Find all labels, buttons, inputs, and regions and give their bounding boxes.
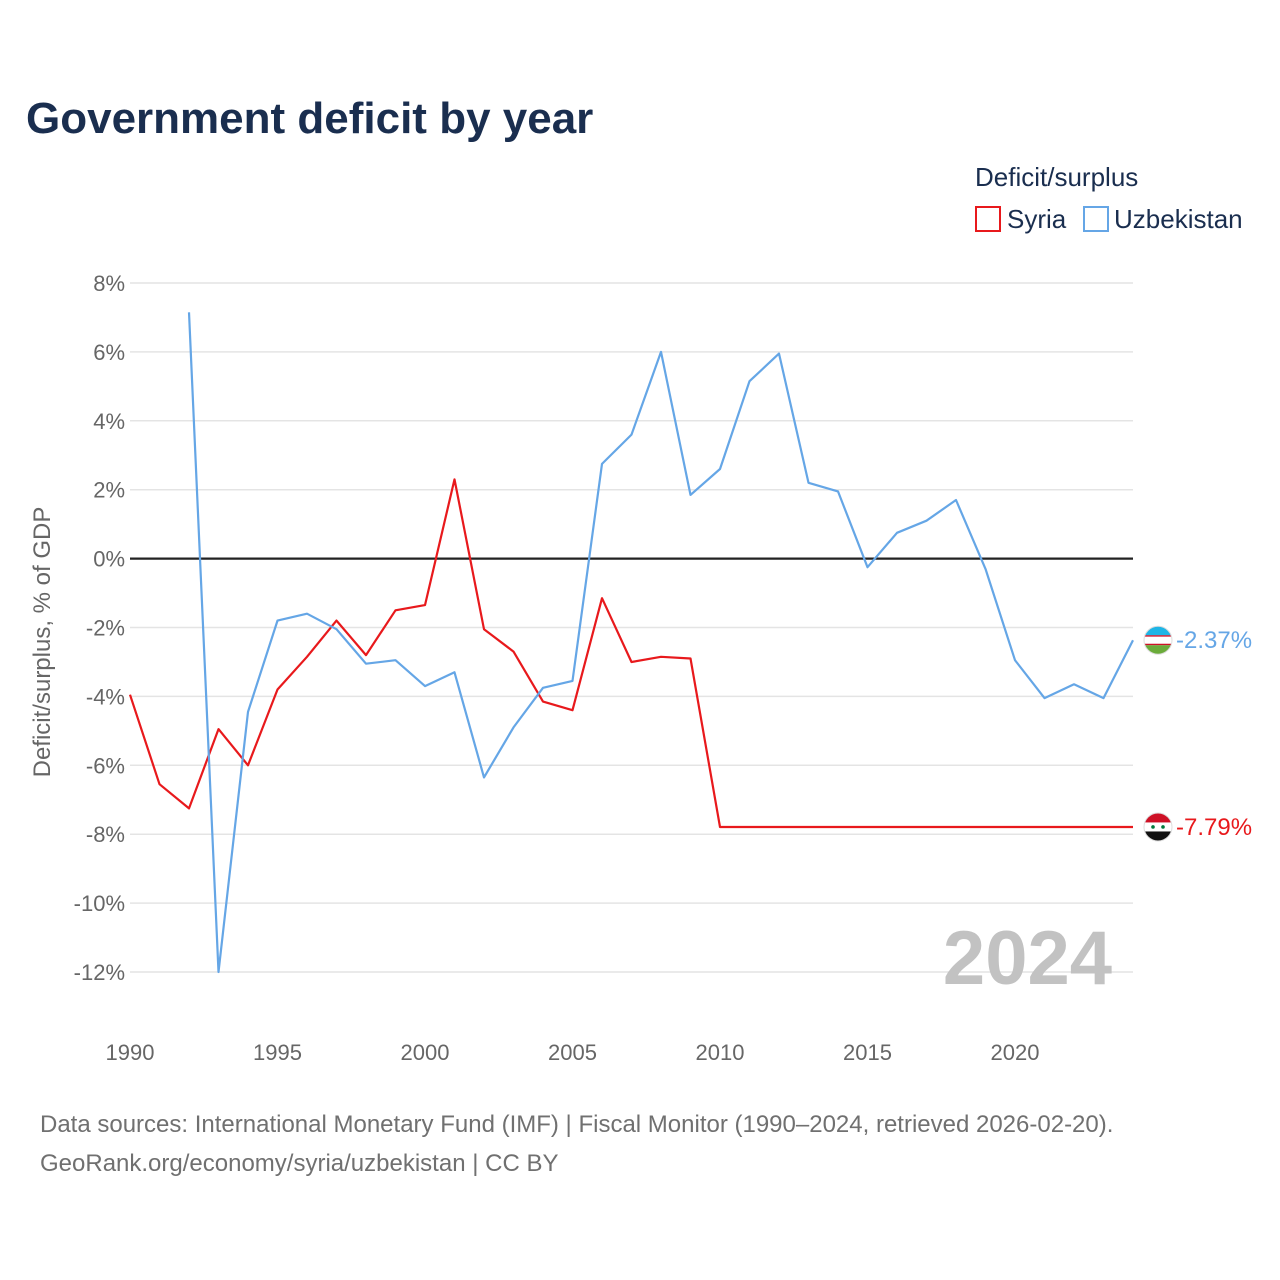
x-tick-label: 2000: [401, 1040, 450, 1065]
end-marker-uzbekistan: -2.37%: [1143, 625, 1252, 655]
legend-swatch-uzbekistan: [1083, 206, 1109, 232]
legend-label-uzbekistan: Uzbekistan: [1114, 204, 1243, 234]
legend-title: Deficit/surplus: [975, 162, 1138, 192]
legend-label-syria: Syria: [1007, 204, 1067, 234]
credit-note[interactable]: GeoRank.org/economy/syria/uzbekistan | C…: [40, 1150, 558, 1177]
flag-band: [1144, 645, 1172, 655]
x-tick-label: 1995: [253, 1040, 302, 1065]
flag-band: [1144, 812, 1172, 823]
x-tick-label: 1990: [106, 1040, 155, 1065]
year-watermark: 2024: [943, 916, 1112, 1001]
y-tick-label: 4%: [93, 409, 125, 434]
x-tick-label: 2005: [548, 1040, 597, 1065]
x-tick-label: 2020: [991, 1040, 1040, 1065]
y-tick-label: 6%: [93, 340, 125, 365]
flag-band: [1144, 626, 1172, 636]
x-tick-label: 2015: [843, 1040, 892, 1065]
legend-item-uzbekistan[interactable]: Uzbekistan: [1083, 204, 1243, 234]
flag-outline: [1143, 812, 1173, 842]
x-axis-ticks: 1990 1995 2000 2005 2010 2015 2020: [106, 1040, 1040, 1065]
page-title: Government deficit by year: [26, 94, 593, 143]
y-axis-ticks: 8% 6% 4% 2% 0% -2% -4% -6% -8% -10% -12%: [74, 271, 125, 985]
end-marker-syria: -7.79%: [1143, 812, 1252, 842]
gridlines: [130, 282, 1133, 973]
flag-band: [1144, 636, 1172, 644]
source-note: Data sources: International Monetary Fun…: [40, 1111, 1113, 1138]
y-axis-title: Deficit/surplus, % of GDP: [29, 507, 56, 778]
y-tick-label: 0%: [93, 547, 125, 572]
y-tick-label: -10%: [74, 891, 125, 916]
y-tick-label: -8%: [86, 822, 125, 847]
x-tick-label: 2010: [696, 1040, 745, 1065]
legend-item-syria[interactable]: Syria: [975, 204, 1067, 234]
uzbekistan-flag-icon: [1143, 625, 1173, 655]
legend-swatch-syria: [975, 206, 1001, 232]
flag-band: [1144, 635, 1172, 637]
flag-band: [1144, 822, 1172, 832]
flag-band: [1144, 643, 1172, 646]
series-lines: [128, 312, 1134, 974]
flag-star: [1151, 825, 1155, 829]
series-line-uzbekistan[interactable]: [187, 312, 1134, 974]
end-value-label-syria: -7.79%: [1176, 814, 1252, 841]
y-tick-label: -12%: [74, 960, 125, 985]
flag-outline: [1143, 625, 1173, 655]
series-line-syria[interactable]: [128, 478, 1133, 829]
y-tick-label: -2%: [86, 616, 125, 641]
flag-star: [1161, 825, 1165, 829]
legend: Deficit/surplus Syria Uzbekistan: [975, 162, 1243, 234]
flag-band: [1144, 831, 1172, 841]
y-tick-label: -4%: [86, 684, 125, 709]
y-tick-label: 2%: [93, 478, 125, 503]
y-tick-label: -6%: [86, 753, 125, 778]
end-value-label-uzbekistan: -2.37%: [1176, 627, 1252, 654]
y-tick-label: 8%: [93, 271, 125, 296]
syria-flag-icon: [1143, 812, 1173, 842]
